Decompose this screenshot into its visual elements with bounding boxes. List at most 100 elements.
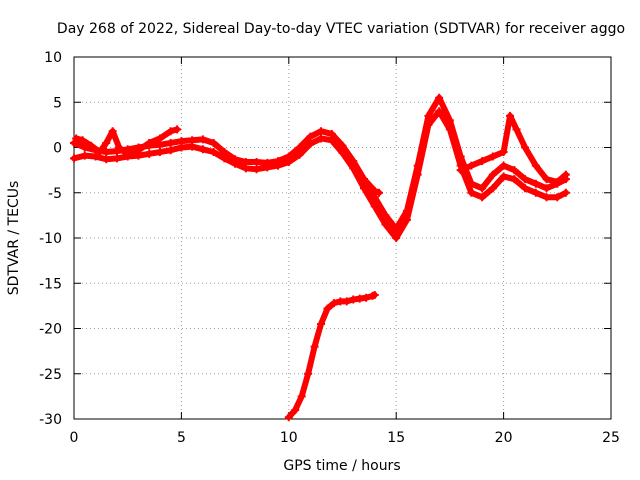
data-point <box>323 304 332 313</box>
series-early-spikes <box>72 125 182 159</box>
data-point <box>134 146 143 155</box>
y-tick-label: -25 <box>39 367 62 383</box>
data-point <box>145 149 154 158</box>
data-point <box>553 177 562 186</box>
data-point <box>456 166 465 175</box>
data-point <box>304 369 313 378</box>
y-tick-label: 0 <box>53 141 62 157</box>
data-point <box>499 172 508 181</box>
data-point <box>488 152 497 161</box>
data-point <box>531 179 540 188</box>
data-point <box>370 291 379 300</box>
data-point <box>478 193 487 202</box>
data-point <box>329 299 338 308</box>
data-point <box>252 165 261 174</box>
data-point <box>445 125 454 134</box>
data-point <box>510 166 519 175</box>
data-point <box>402 215 411 224</box>
data-point <box>297 392 306 401</box>
data-point <box>91 152 100 161</box>
data-point <box>370 202 379 211</box>
y-tick-label: -15 <box>39 276 62 292</box>
grid-lines <box>74 57 611 419</box>
data-point <box>342 297 351 306</box>
data-point <box>359 184 368 193</box>
data-point <box>521 143 530 152</box>
data-point <box>375 188 384 197</box>
data-point <box>166 146 175 155</box>
data-point <box>370 186 379 195</box>
data-point <box>362 293 371 302</box>
data-point <box>87 141 96 150</box>
data-point <box>252 157 261 166</box>
data-point <box>381 220 390 229</box>
series-rising-arc <box>284 291 379 422</box>
data-point <box>561 170 570 179</box>
data-point <box>209 148 218 157</box>
series-band-upper <box>70 93 570 233</box>
data-point <box>499 161 508 170</box>
data-point <box>424 111 433 120</box>
data-point <box>209 138 218 147</box>
y-tick-labels: -30 -25 -20 -15 -10 -5 0 5 10 <box>39 50 62 428</box>
data-point <box>95 148 104 157</box>
data-point <box>506 111 515 120</box>
data-point <box>467 188 476 197</box>
data-point <box>145 138 154 147</box>
y-tick-label: 10 <box>44 50 62 66</box>
data-point <box>241 164 250 173</box>
data-point <box>338 148 347 157</box>
data-series <box>70 93 570 422</box>
data-point <box>295 150 304 159</box>
data-point <box>173 125 182 134</box>
series-band-lower <box>70 107 570 242</box>
data-point <box>488 184 497 193</box>
data-point <box>561 188 570 197</box>
data-point <box>166 127 175 136</box>
data-point <box>72 134 81 143</box>
data-point <box>317 134 326 143</box>
data-point <box>435 107 444 116</box>
data-point <box>102 155 111 164</box>
data-point <box>349 161 358 170</box>
data-point <box>531 188 540 197</box>
data-point <box>291 405 300 414</box>
x-tick-label: 20 <box>495 430 513 446</box>
data-point <box>284 413 293 422</box>
data-point <box>478 184 487 193</box>
data-point <box>274 161 283 170</box>
data-point <box>306 139 315 148</box>
data-point <box>542 193 551 202</box>
data-point <box>177 143 186 152</box>
data-point <box>553 193 562 202</box>
data-point <box>467 161 476 170</box>
y-tick-label: 5 <box>53 95 62 111</box>
data-point <box>155 134 164 143</box>
data-point <box>188 142 197 151</box>
data-point <box>392 234 401 242</box>
data-point <box>123 150 132 159</box>
data-point <box>542 184 551 193</box>
data-point <box>295 143 304 152</box>
data-point <box>115 143 124 152</box>
data-point <box>198 145 207 154</box>
x-tick-label: 15 <box>387 430 405 446</box>
data-point <box>231 159 240 168</box>
series-line <box>71 94 569 232</box>
data-point <box>306 132 315 141</box>
data-point <box>435 93 444 102</box>
series-branch-20h-rise <box>456 111 570 186</box>
data-point <box>198 135 207 144</box>
y-axis-label: SDTVAR / TECUs <box>6 181 22 296</box>
y-tick-label: -20 <box>39 322 62 338</box>
data-point <box>478 157 487 166</box>
data-point <box>155 148 164 157</box>
data-point <box>166 138 175 147</box>
data-point <box>531 161 540 170</box>
x-tick-label: 25 <box>602 430 620 446</box>
data-point <box>413 170 422 179</box>
data-point <box>108 127 117 136</box>
data-point <box>310 342 319 351</box>
data-point <box>317 127 326 136</box>
